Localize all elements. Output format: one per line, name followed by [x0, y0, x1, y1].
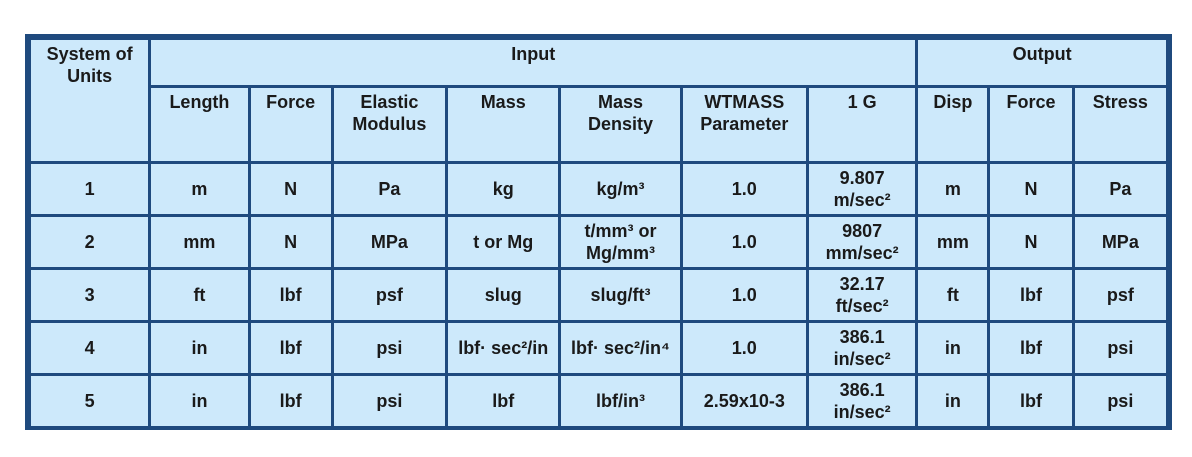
cell-elastic-modulus: psi: [333, 323, 446, 373]
cell-stress: psf: [1074, 270, 1166, 320]
cell-force: N: [250, 217, 331, 267]
cell-mass: kg: [448, 164, 559, 214]
table-row: 4 in lbf psi lbf· sec²/in lbf· sec²/in⁴ 1.0 386…: [31, 323, 1166, 373]
g-unit: ft/sec²: [835, 296, 889, 316]
cell-stress: Pa: [1074, 164, 1166, 214]
cell-mass-density: lbf· sec²/in⁴: [561, 323, 680, 373]
header-disp: Disp: [918, 88, 988, 161]
header-row-groups: System of Units Input Output: [31, 40, 1166, 161]
cell-system: 2: [31, 217, 149, 267]
header-row-columns: Length Force Elastic Modulus Mass Mass D…: [31, 88, 1166, 161]
cell-1g: 386.1 in/sec²: [808, 376, 916, 426]
header-mass-density: Mass Density: [561, 88, 680, 161]
cell-elastic-modulus: MPa: [333, 217, 446, 267]
g-unit: in/sec²: [833, 402, 891, 422]
cell-1g: 32.17 ft/sec²: [808, 270, 916, 320]
g-value: 9807: [842, 221, 883, 241]
cell-wtmass: 1.0: [682, 270, 806, 320]
cell-1g: 9.807 m/sec²: [808, 164, 916, 214]
g-value: 386.1: [839, 327, 885, 347]
header-output-force: Force: [990, 88, 1072, 161]
g-unit: in/sec²: [833, 349, 891, 369]
header-wtmass-parameter: WTMASS Parameter: [682, 88, 806, 161]
table-body: 1 m N Pa kg kg/m³ 1.0 9.807 m/sec² m N Pa 2 mm N MPa t o…: [31, 164, 1166, 426]
cell-disp: ft: [918, 270, 988, 320]
cell-mass-density: lbf/in³: [561, 376, 680, 426]
cell-wtmass: 1.0: [682, 323, 806, 373]
header-system-of-units: System of Units: [31, 40, 149, 161]
cell-mass: t or Mg: [448, 217, 559, 267]
header-1g: 1 G: [808, 88, 916, 161]
cell-stress: psi: [1074, 323, 1166, 373]
cell-disp: in: [918, 323, 988, 373]
cell-wtmass: 2.59x10-3: [682, 376, 806, 426]
header-length: Length: [151, 88, 248, 161]
header-output: Output: [918, 40, 1166, 85]
units-table-frame: System of Units Input Output Length Forc…: [25, 34, 1172, 430]
cell-mass: lbf: [448, 376, 559, 426]
cell-length: mm: [151, 217, 248, 267]
cell-mass: slug: [448, 270, 559, 320]
cell-length: in: [151, 323, 248, 373]
cell-output-force: lbf: [990, 376, 1072, 426]
cell-wtmass: 1.0: [682, 217, 806, 267]
cell-1g: 386.1 in/sec²: [808, 323, 916, 373]
cell-mass: lbf· sec²/in: [448, 323, 559, 373]
cell-elastic-modulus: psf: [333, 270, 446, 320]
cell-1g: 9807 mm/sec²: [808, 217, 916, 267]
cell-stress: psi: [1074, 376, 1166, 426]
cell-wtmass: 1.0: [682, 164, 806, 214]
table-row: 3 ft lbf psf slug slug/ft³ 1.0 32.17 ft/sec² ft lb…: [31, 270, 1166, 320]
g-value: 386.1: [839, 380, 885, 400]
table-row: 1 m N Pa kg kg/m³ 1.0 9.807 m/sec² m N Pa: [31, 164, 1166, 214]
cell-output-force: lbf: [990, 270, 1072, 320]
cell-disp: m: [918, 164, 988, 214]
cell-mass-density: kg/m³: [561, 164, 680, 214]
cell-disp: mm: [918, 217, 988, 267]
cell-disp: in: [918, 376, 988, 426]
cell-system: 5: [31, 376, 149, 426]
cell-length: in: [151, 376, 248, 426]
cell-output-force: N: [990, 164, 1072, 214]
cell-elastic-modulus: Pa: [333, 164, 446, 214]
g-unit: mm/sec²: [825, 243, 899, 263]
cell-length: m: [151, 164, 248, 214]
g-unit: m/sec²: [833, 190, 891, 210]
header-stress: Stress: [1074, 88, 1166, 161]
header-elastic-modulus: Elastic Modulus: [333, 88, 446, 161]
cell-force: N: [250, 164, 331, 214]
cell-output-force: N: [990, 217, 1072, 267]
cell-mass-density: t/mm³ or Mg/mm³: [561, 217, 680, 267]
g-value: 9.807: [839, 168, 885, 188]
header-mass: Mass: [448, 88, 559, 161]
cell-output-force: lbf: [990, 323, 1072, 373]
cell-elastic-modulus: psi: [333, 376, 446, 426]
table-row: 5 in lbf psi lbf lbf/in³ 2.59x10-3 386.1 in/sec²…: [31, 376, 1166, 426]
cell-length: ft: [151, 270, 248, 320]
g-value: 32.17: [839, 274, 885, 294]
cell-force: lbf: [250, 270, 331, 320]
cell-mass-density: slug/ft³: [561, 270, 680, 320]
cell-system: 1: [31, 164, 149, 214]
header-input: Input: [151, 40, 916, 85]
units-table: System of Units Input Output Length Forc…: [28, 37, 1169, 429]
cell-force: lbf: [250, 323, 331, 373]
cell-system: 3: [31, 270, 149, 320]
cell-stress: MPa: [1074, 217, 1166, 267]
cell-force: lbf: [250, 376, 331, 426]
cell-system: 4: [31, 323, 149, 373]
table-row: 2 mm N MPa t or Mg t/mm³ or Mg/mm³ 1.0 9807 mm/s…: [31, 217, 1166, 267]
header-force: Force: [250, 88, 331, 161]
